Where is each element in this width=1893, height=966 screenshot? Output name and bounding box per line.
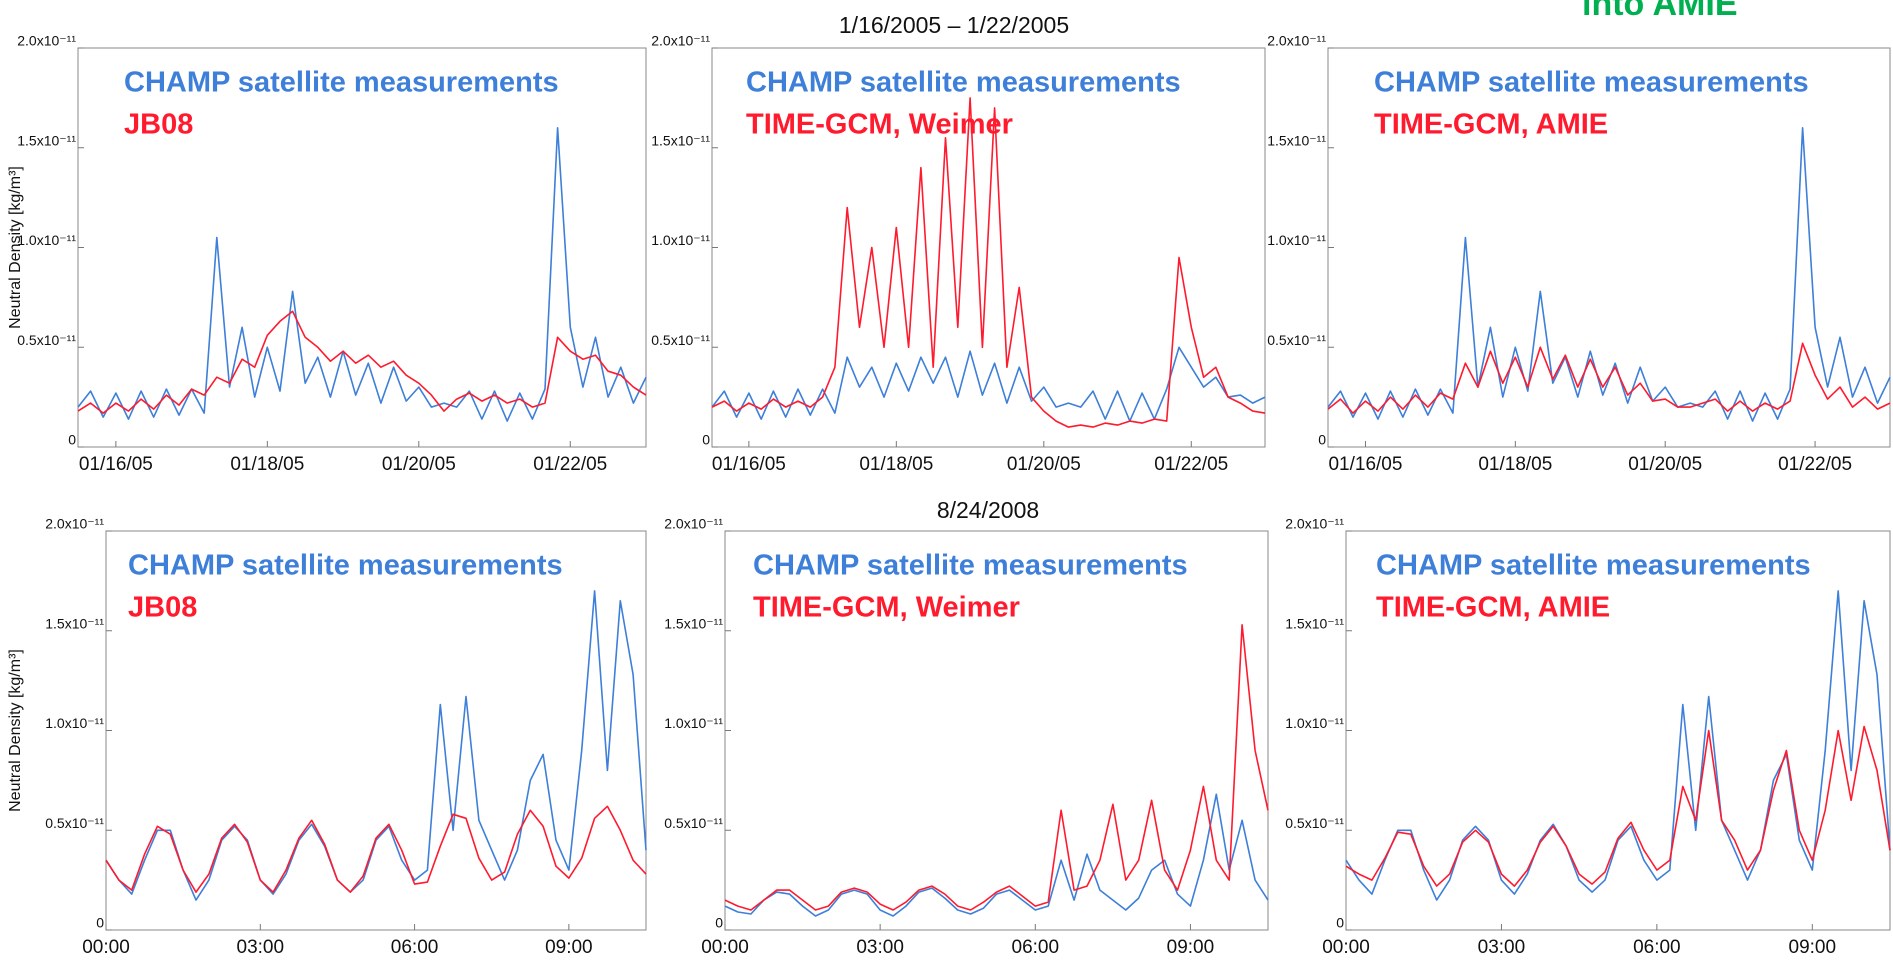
- data-line: [77, 310, 647, 414]
- y-tick-label: 2.0x10⁻¹¹: [45, 516, 104, 532]
- y-tick-label: 2.0x10⁻¹¹: [1285, 516, 1344, 532]
- y-tick-label: 1.0x10⁻¹¹: [651, 232, 710, 248]
- legend-entry: CHAMP satellite measurements: [753, 550, 1188, 582]
- y-tick-label: 2.0x10⁻¹¹: [664, 516, 723, 532]
- y-tick-label: 0: [96, 915, 104, 931]
- y-axis-label: Neutral Density [kg/m³]: [7, 649, 24, 812]
- y-tick-label: 1.0x10⁻¹¹: [45, 715, 104, 731]
- y-tick-label: 0: [68, 432, 76, 448]
- x-tick-label: 00:00: [1322, 937, 1370, 958]
- x-tick-label: 06:00: [1012, 937, 1060, 958]
- x-tick-label: 03:00: [1478, 937, 1526, 958]
- x-tick-label: 03:00: [237, 937, 285, 958]
- y-tick-label: 1.0x10⁻¹¹: [17, 232, 76, 248]
- x-tick-label: 01/16/05: [79, 454, 153, 475]
- x-tick-label: 01/16/05: [1328, 454, 1402, 475]
- y-tick-label: 1.0x10⁻¹¹: [1285, 715, 1344, 731]
- y-tick-label: 2.0x10⁻¹¹: [651, 33, 710, 49]
- x-tick-label: 09:00: [545, 937, 593, 958]
- y-tick-label: 0.5x10⁻¹¹: [1267, 332, 1326, 348]
- y-tick-label: 2.0x10⁻¹¹: [1267, 33, 1326, 49]
- panel-title: 8/24/2008: [937, 497, 1039, 523]
- data-line: [724, 793, 1269, 917]
- y-tick-label: 0: [715, 915, 723, 931]
- x-tick-label: 01/16/05: [712, 454, 786, 475]
- y-tick-label: 1.0x10⁻¹¹: [1267, 232, 1326, 248]
- x-tick-label: 03:00: [856, 937, 904, 958]
- y-tick-label: 2.0x10⁻¹¹: [17, 33, 76, 49]
- y-tick-label: 1.5x10⁻¹¹: [1285, 615, 1344, 631]
- y-tick-label: 0: [702, 432, 710, 448]
- x-tick-label: 09:00: [1167, 937, 1215, 958]
- y-tick-label: 1.0x10⁻¹¹: [664, 715, 723, 731]
- legend-entry: TIME-GCM, Weimer: [746, 109, 1013, 141]
- y-tick-label: 0.5x10⁻¹¹: [45, 815, 104, 831]
- y-tick-label: 1.5x10⁻¹¹: [664, 615, 723, 631]
- annotation: into AMIE: [1582, 0, 1738, 23]
- panel-title: 1/16/2005 – 1/22/2005: [839, 12, 1069, 38]
- x-tick-label: 06:00: [1633, 937, 1681, 958]
- y-tick-label: 0: [1318, 432, 1326, 448]
- legend-entry: JB08: [124, 109, 193, 141]
- x-tick-label: 06:00: [391, 937, 439, 958]
- data-line: [711, 346, 1266, 422]
- legend-entry: TIME-GCM, Weimer: [753, 592, 1020, 624]
- data-line: [711, 97, 1266, 428]
- y-tick-label: 0.5x10⁻¹¹: [664, 815, 723, 831]
- data-line: [77, 127, 647, 422]
- data-line: [1345, 590, 1891, 901]
- legend-entry: CHAMP satellite measurements: [1374, 67, 1809, 99]
- legend-entry: CHAMP satellite measurements: [1376, 550, 1811, 582]
- x-tick-label: 01/22/05: [533, 454, 607, 475]
- legend-entry: TIME-GCM, AMIE: [1374, 109, 1608, 141]
- y-tick-label: 1.5x10⁻¹¹: [17, 132, 76, 148]
- data-line: [1345, 725, 1891, 887]
- x-tick-label: 01/18/05: [230, 454, 304, 475]
- y-tick-label: 0: [1336, 915, 1344, 931]
- x-tick-label: 01/20/05: [1628, 454, 1702, 475]
- y-tick-label: 0.5x10⁻¹¹: [651, 332, 710, 348]
- x-tick-label: 01/18/05: [859, 454, 933, 475]
- y-axis-label: Neutral Density [kg/m³]: [7, 166, 24, 329]
- legend-entry: JB08: [128, 592, 197, 624]
- data-line: [105, 590, 647, 901]
- x-tick-label: 01/20/05: [1007, 454, 1081, 475]
- data-line: [1327, 342, 1891, 414]
- y-tick-label: 1.5x10⁻¹¹: [651, 132, 710, 148]
- legend-entry: CHAMP satellite measurements: [128, 550, 563, 582]
- legend-entry: TIME-GCM, AMIE: [1376, 592, 1610, 624]
- y-tick-label: 0.5x10⁻¹¹: [1285, 815, 1344, 831]
- y-tick-label: 1.5x10⁻¹¹: [45, 615, 104, 631]
- x-tick-label: 01/18/05: [1478, 454, 1552, 475]
- x-tick-label: 00:00: [82, 937, 130, 958]
- x-tick-label: 01/20/05: [382, 454, 456, 475]
- data-line: [724, 624, 1269, 911]
- x-tick-label: 01/22/05: [1778, 454, 1852, 475]
- legend-entry: CHAMP satellite measurements: [746, 67, 1181, 99]
- legend-entry: CHAMP satellite measurements: [124, 67, 559, 99]
- y-tick-label: 1.5x10⁻¹¹: [1267, 132, 1326, 148]
- x-tick-label: 00:00: [701, 937, 749, 958]
- x-tick-label: 09:00: [1789, 937, 1837, 958]
- x-tick-label: 01/22/05: [1154, 454, 1228, 475]
- y-tick-label: 0.5x10⁻¹¹: [17, 332, 76, 348]
- data-line: [105, 805, 647, 893]
